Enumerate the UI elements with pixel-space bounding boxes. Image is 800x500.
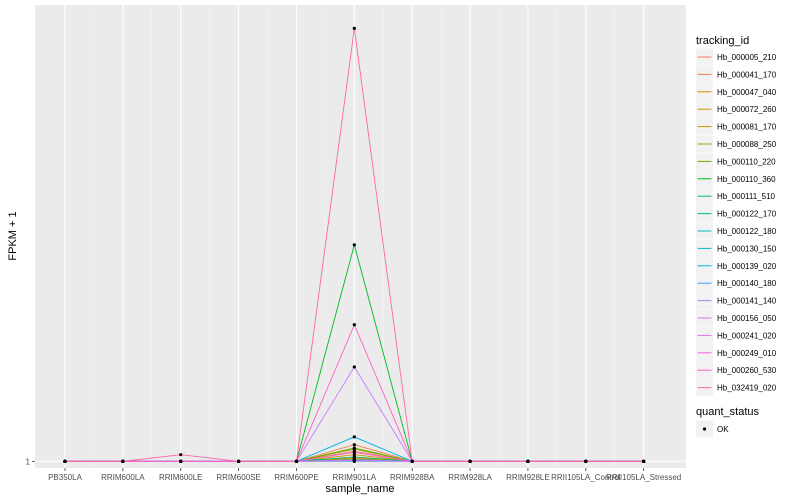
legend-label: Hb_000130_150 xyxy=(717,244,777,253)
legend-label: Hb_000041_170 xyxy=(717,70,777,79)
legend-label: Hb_000111_510 xyxy=(717,192,776,201)
data-point xyxy=(179,453,183,457)
data-point xyxy=(410,459,414,463)
legend-label: Hb_000122_180 xyxy=(717,227,777,236)
data-point xyxy=(179,459,183,463)
legend-label: Hb_000110_360 xyxy=(717,175,776,184)
legend-label: Hb_000081_170 xyxy=(717,123,777,132)
data-point xyxy=(294,459,299,463)
data-point xyxy=(352,450,356,455)
x-tick-label: RRII105LA_Stressed xyxy=(606,473,681,482)
data-point xyxy=(352,459,356,463)
x-tick-label: RRIM600SE xyxy=(216,473,260,482)
x-tick-label: RRIM600PE xyxy=(274,473,318,482)
legend: tracking_id Hb_000005_210Hb_000041_170Hb… xyxy=(696,35,777,438)
legend-label: Hb_000140_180 xyxy=(717,279,777,288)
panel-background xyxy=(35,5,686,468)
x-tick-label: RRIM928BA xyxy=(390,473,435,482)
legend-label: Hb_000241_020 xyxy=(717,331,777,340)
x-tick-label: RRIM901LA xyxy=(333,473,377,482)
x-tick-label: RRIM600LE xyxy=(159,473,203,482)
y-tick-label: 1 xyxy=(26,457,31,466)
legend-items: Hb_000005_210 Hb_000041_170 Hb_000047_040 H… xyxy=(696,48,777,397)
data-point xyxy=(237,459,241,463)
data-point xyxy=(352,323,356,327)
legend-label: Hb_000156_050 xyxy=(717,314,777,323)
legend-label: Hb_000005_210 xyxy=(717,53,777,62)
legend-label: Hb_000260_530 xyxy=(717,366,777,375)
legend-point-key xyxy=(702,427,707,431)
data-point xyxy=(352,365,356,369)
data-point xyxy=(121,459,125,463)
y-axis-title: FPKM + 1 xyxy=(7,211,19,260)
x-tick-label: PB350LA xyxy=(48,473,82,482)
legend-title: tracking_id xyxy=(696,35,749,47)
legend-label: Hb_000047_040 xyxy=(717,88,777,97)
quant-status-legend: OK xyxy=(696,420,729,438)
legend-label: Hb_000110_220 xyxy=(717,157,776,166)
legend-label: Hb_000088_250 xyxy=(717,140,777,149)
legend-label: Hb_000249_010 xyxy=(717,349,777,358)
legend-label: OK xyxy=(717,425,729,434)
data-point xyxy=(526,459,530,463)
data-point xyxy=(63,459,67,463)
data-point xyxy=(352,26,356,30)
legend-label: Hb_000141_140 xyxy=(717,297,777,306)
data-point xyxy=(352,443,356,447)
legend-label: Hb_032419_020 xyxy=(717,384,777,393)
legend-label: Hb_000072_260 xyxy=(717,105,777,114)
x-axis-title: sample_name xyxy=(325,483,394,495)
legend-label: Hb_000139_020 xyxy=(717,262,777,271)
data-point xyxy=(352,455,356,459)
data-point xyxy=(352,453,356,457)
x-tick-label: RRIM928LA xyxy=(448,473,492,482)
data-point xyxy=(642,459,646,463)
axes: PB350LA RRIM600LA RRIM600LE RRIM600SE RRIM60… xyxy=(26,457,682,482)
x-tick-label: RRII105LA_Control xyxy=(551,473,621,482)
data-points xyxy=(63,26,646,463)
legend-label: Hb_000122_170 xyxy=(717,210,777,219)
x-tick-label: RRIM600LA xyxy=(101,473,145,482)
data-point xyxy=(352,446,356,450)
data-point xyxy=(352,243,356,247)
data-point xyxy=(468,459,472,463)
data-point xyxy=(584,459,588,463)
x-tick-label: RRIM928LE xyxy=(506,473,550,482)
quant-status-legend-title: quant_status xyxy=(696,406,759,418)
data-point xyxy=(352,435,356,439)
